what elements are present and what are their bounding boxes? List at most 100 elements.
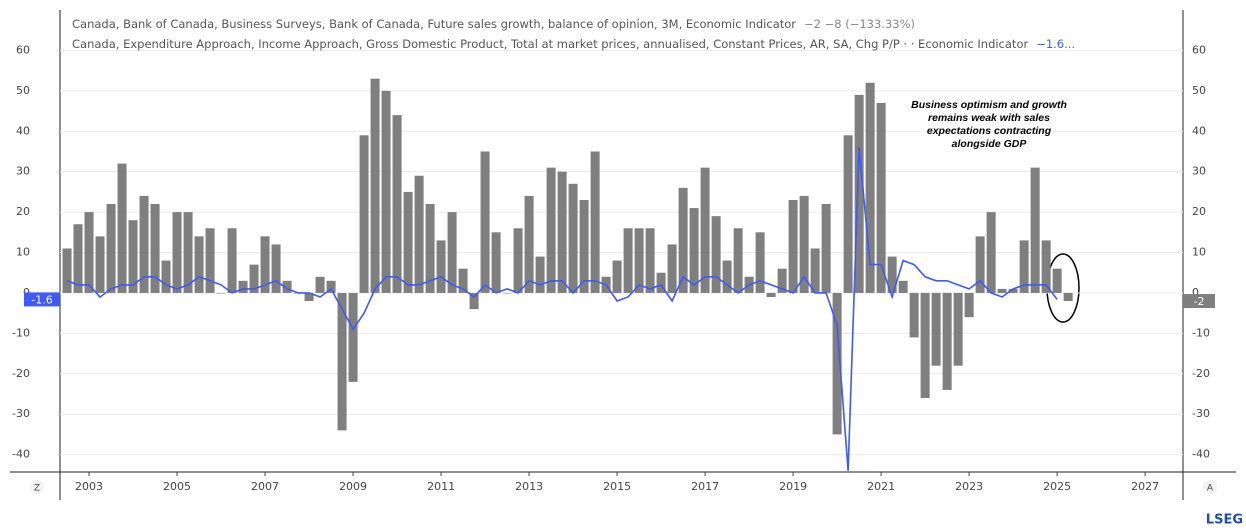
y-tick-label: 50 (16, 84, 30, 97)
bar (392, 115, 402, 293)
bar (755, 232, 765, 293)
bar (447, 212, 457, 293)
bar (84, 212, 94, 293)
bar (766, 292, 776, 297)
bar (920, 292, 930, 399)
bar (95, 236, 105, 293)
y-tick-label: 60 (16, 43, 30, 56)
bar (414, 175, 424, 293)
y2-tick-label: 30 (1192, 165, 1206, 178)
legend-entry: Canada, Expenditure Approach, Income App… (72, 37, 1075, 51)
logo: LSEG (1206, 513, 1243, 528)
bar (865, 82, 875, 293)
current-value-label: -2 (1194, 295, 1205, 308)
bar (788, 199, 798, 293)
x-tick-label: 2007 (251, 480, 279, 493)
bar (678, 187, 688, 293)
bar (777, 268, 787, 293)
bar (711, 216, 721, 293)
x-tick-label: 2019 (779, 480, 807, 493)
x-tick-label: 2017 (691, 480, 719, 493)
bar (810, 248, 820, 293)
x-tick-label: 2023 (955, 480, 983, 493)
x-tick-label: 2027 (1131, 480, 1159, 493)
y2-tick-label: 60 (1192, 43, 1206, 56)
bar (359, 135, 369, 293)
current-value-badge (24, 292, 60, 307)
bar (403, 191, 413, 293)
y2-tick-label: 40 (1192, 124, 1206, 137)
bar (1041, 240, 1051, 293)
y-tick-label: -40 (12, 448, 30, 461)
bar (953, 292, 963, 366)
bar (304, 292, 314, 302)
y2-tick-label: 0 (1192, 286, 1199, 299)
bar (909, 292, 919, 338)
y2-tick-label: -10 (1192, 326, 1210, 339)
bar (722, 260, 732, 293)
x-tick-label: 2015 (603, 480, 631, 493)
bar (799, 195, 809, 293)
bar (282, 280, 292, 293)
x-tick-label: 2021 (867, 480, 895, 493)
y2-tick-label: -30 (1192, 407, 1210, 420)
auto-button[interactable] (1203, 480, 1217, 494)
bar (227, 228, 237, 293)
bar (535, 256, 545, 293)
bar (194, 236, 204, 293)
bar (590, 151, 600, 293)
bar (513, 228, 523, 293)
bar (150, 204, 160, 293)
bar (898, 280, 908, 293)
bar (271, 244, 281, 293)
bar (997, 288, 1007, 293)
bar (1008, 288, 1018, 293)
bar (238, 280, 248, 293)
bar (370, 78, 380, 293)
scale-button-label[interactable]: Z (34, 484, 40, 494)
y-tick-label: 10 (16, 246, 30, 259)
auto-button-label[interactable]: A (1207, 484, 1214, 494)
y-tick-label: -30 (12, 407, 30, 420)
y2-tick-label: -20 (1192, 367, 1210, 380)
x-tick-label: 2011 (427, 480, 455, 493)
legend-value: −2 −8 (−133.33%) (804, 17, 915, 31)
bar (1030, 167, 1040, 293)
scale-button[interactable] (30, 480, 44, 494)
bar (260, 236, 270, 293)
bar (106, 204, 116, 293)
y-tick-label: -10 (12, 326, 30, 339)
bar (579, 199, 589, 293)
bar (183, 212, 193, 293)
bar (425, 204, 435, 293)
bar (843, 135, 853, 293)
bar (634, 228, 644, 293)
bar (645, 228, 655, 293)
x-tick-label: 2009 (339, 480, 367, 493)
bar (62, 248, 72, 293)
highlight-ellipse (1046, 253, 1080, 323)
bar (733, 228, 743, 293)
bar (469, 292, 479, 310)
bar (887, 256, 897, 293)
y2-tick-label: 10 (1192, 246, 1206, 259)
y-tick-label: 20 (16, 205, 30, 218)
y2-tick-label: -40 (1192, 448, 1210, 461)
bar (832, 292, 842, 435)
bar (612, 260, 622, 293)
legend-entry: Canada, Bank of Canada, Business Surveys… (72, 17, 915, 31)
annotation: expectations contracting (927, 125, 1052, 137)
bar (964, 292, 974, 318)
bar (161, 260, 171, 293)
bar (854, 94, 864, 293)
x-tick-label: 2025 (1043, 480, 1071, 493)
annotation: Business optimism and growth (911, 99, 1067, 111)
bar (986, 212, 996, 293)
bar (480, 151, 490, 293)
bar (139, 195, 149, 293)
bar (315, 276, 325, 293)
legend-value: −1.6... (1036, 37, 1075, 51)
bar (546, 167, 556, 293)
bar (656, 272, 666, 293)
bar (502, 292, 512, 294)
